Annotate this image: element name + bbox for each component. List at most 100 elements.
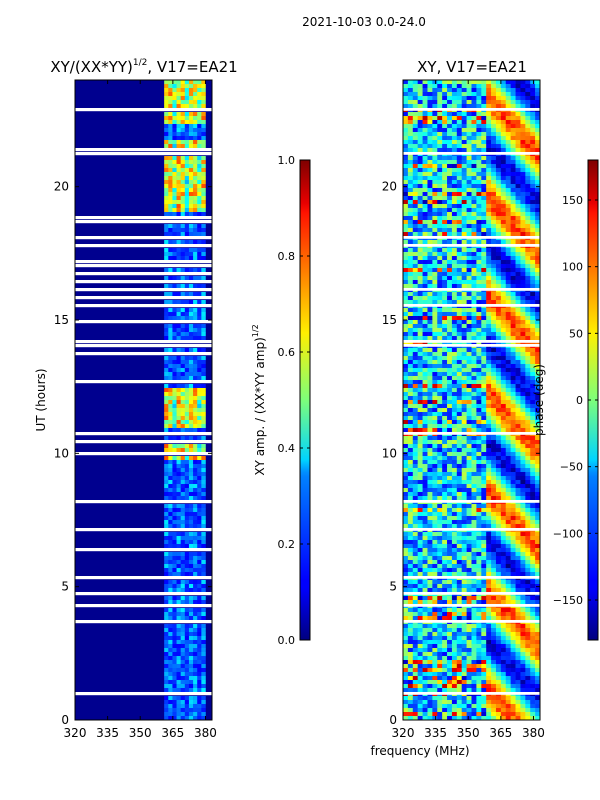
phase-cell — [407, 436, 414, 441]
phase-cell — [525, 172, 531, 177]
phase-cell — [407, 424, 414, 429]
amplitude-cell — [176, 616, 181, 621]
phase-cell — [466, 248, 472, 253]
phase-cell — [461, 104, 467, 109]
phase-cell — [412, 392, 418, 397]
phase-cell — [525, 280, 531, 285]
phase-cell — [417, 140, 423, 145]
amplitude-cell — [168, 332, 173, 337]
phase-cell — [491, 444, 497, 449]
amplitude-cell — [188, 256, 194, 261]
phase-cell — [422, 100, 428, 105]
phase-cell — [515, 240, 521, 245]
phase-cell — [471, 292, 477, 297]
phase-cell — [495, 212, 502, 217]
phase-cell — [481, 316, 487, 321]
amplitude-cell — [168, 520, 173, 525]
amplitude-cell — [176, 464, 181, 469]
phase-cell — [505, 384, 511, 389]
phase-cell — [417, 408, 423, 413]
phase-cell — [476, 564, 482, 569]
phase-cell — [456, 444, 463, 449]
amplitude-cell — [168, 676, 173, 681]
phase-cell — [417, 480, 423, 485]
phase-cell — [515, 180, 521, 185]
phase-cell — [403, 444, 409, 449]
amplitude-cell — [188, 700, 194, 705]
phase-cell — [403, 96, 409, 101]
phase-cell — [530, 464, 536, 469]
phase-cell — [525, 240, 531, 245]
amplitude-cell — [201, 716, 206, 721]
phase-cell — [451, 556, 458, 561]
phase-cell — [466, 256, 472, 261]
phase-cell — [437, 284, 443, 289]
phase-cell — [412, 436, 418, 441]
phase-cell — [486, 472, 492, 477]
phase-cell — [486, 356, 492, 361]
phase-cell — [530, 444, 536, 449]
phase-cell — [427, 440, 433, 445]
phase-cell — [515, 88, 521, 93]
phase-cell — [500, 496, 507, 501]
phase-cell — [530, 496, 536, 501]
phase-cell — [466, 88, 472, 93]
phase-cell — [422, 436, 428, 441]
phase-cell — [500, 572, 507, 577]
phase-cell — [417, 88, 423, 93]
phase-cell — [447, 128, 453, 133]
amplitude-cell — [193, 588, 198, 593]
phase-cell — [417, 276, 423, 281]
phase-cell — [422, 412, 428, 417]
phase-cell — [525, 544, 531, 549]
amplitude-cell — [176, 608, 181, 613]
phase-cell — [476, 568, 482, 573]
phase-cell — [432, 96, 438, 101]
phase-cell — [525, 192, 531, 197]
phase-cell — [530, 584, 536, 589]
phase-cell — [422, 132, 428, 137]
amplitude-cell — [176, 276, 181, 281]
phase-cell — [437, 212, 443, 217]
phase-cell — [417, 476, 423, 481]
phase-cell — [495, 188, 502, 193]
amplitude-cell — [172, 164, 177, 169]
phase-cell — [437, 204, 443, 209]
amplitude-cell — [193, 640, 198, 645]
phase-cell — [417, 252, 423, 257]
phase-cell — [447, 376, 453, 381]
phase-cell — [481, 396, 487, 401]
amplitude-cell — [201, 240, 206, 245]
phase-cell — [476, 396, 482, 401]
phase-cell — [515, 524, 521, 529]
phase-cell — [486, 520, 492, 525]
phase-cell — [456, 112, 463, 117]
phase-cell — [417, 332, 423, 337]
phase-cell — [515, 120, 521, 125]
phase-cell — [530, 260, 536, 265]
phase-cell — [520, 380, 526, 385]
phase-cell — [407, 276, 414, 281]
phase-cell — [500, 444, 507, 449]
phase-cell — [471, 368, 477, 373]
phase-cell — [476, 256, 482, 261]
phase-cell — [456, 160, 463, 165]
phase-cell — [515, 124, 521, 129]
phase-cell — [427, 156, 433, 161]
phase-cell — [422, 136, 428, 141]
phase-cell — [456, 292, 463, 297]
phase-cell — [437, 224, 443, 229]
amplitude-cell — [164, 112, 169, 117]
phase-cell — [412, 452, 418, 457]
amplitude-cell — [188, 92, 194, 97]
phase-cell — [456, 480, 463, 485]
phase-cell — [456, 392, 463, 397]
phase-cell — [437, 216, 443, 221]
phase-cell — [495, 88, 502, 93]
phase-cell — [500, 240, 507, 245]
phase-cell — [530, 492, 536, 497]
phase-cell — [461, 256, 467, 261]
phase-cell — [510, 332, 516, 337]
phase-cell — [466, 264, 472, 269]
phase-cell — [403, 552, 409, 557]
